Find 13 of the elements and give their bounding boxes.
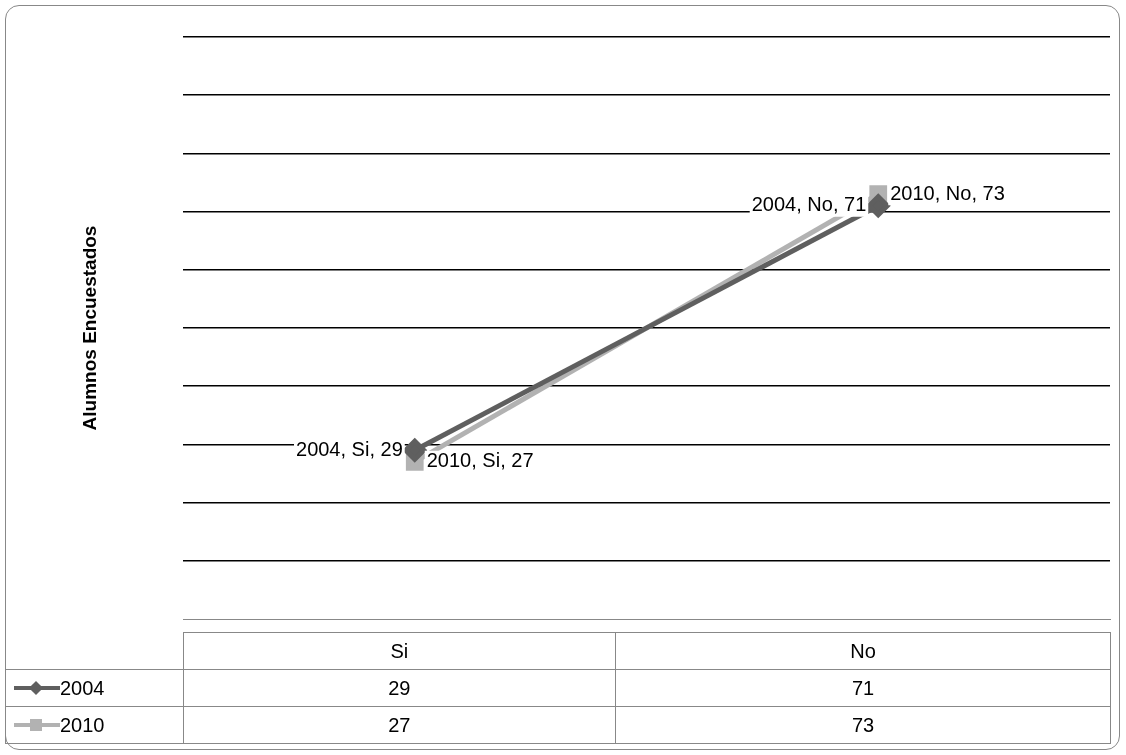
annotation: 2010, Si, 27 bbox=[426, 449, 534, 472]
annotation: 2004, No, 71 bbox=[751, 193, 867, 216]
x-tick-label: Si bbox=[183, 632, 616, 670]
data-label: 27 bbox=[183, 706, 616, 744]
data-label: 29 bbox=[183, 669, 616, 707]
annotation: 2010, No, 73 bbox=[890, 181, 1005, 204]
legend-label: 2004 bbox=[60, 676, 105, 700]
annotation: 2004, Si, 29 bbox=[296, 437, 403, 460]
y-axis-title: Alumnos Encuestados bbox=[78, 225, 100, 431]
x-tick-label: No bbox=[615, 632, 1111, 670]
data-label: 71 bbox=[615, 669, 1111, 707]
legend-label: 2010 bbox=[60, 713, 105, 737]
data-label: 73 bbox=[615, 706, 1111, 744]
